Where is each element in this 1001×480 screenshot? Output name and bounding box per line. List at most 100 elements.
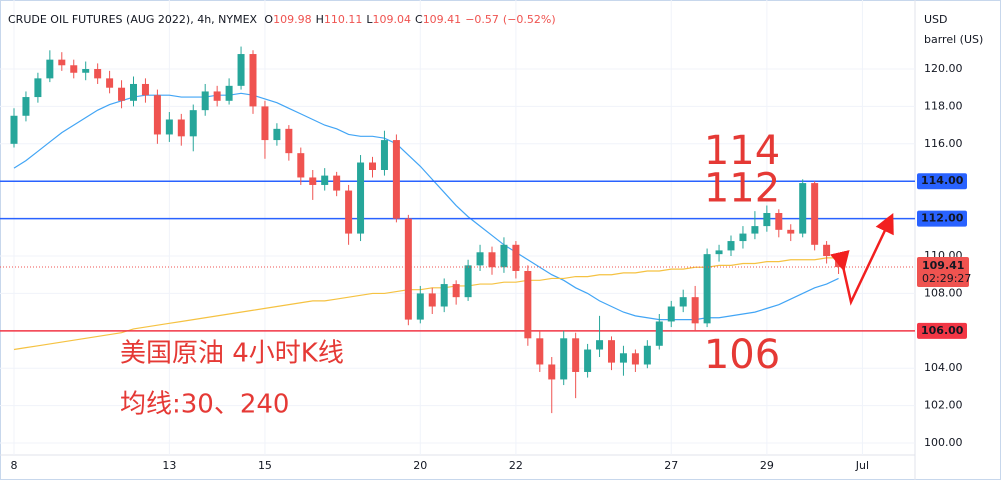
candle-body <box>225 85 233 101</box>
legend-change: −0.57 <box>465 13 499 26</box>
y-unit: barrel (US) <box>924 33 983 46</box>
arrow <box>830 212 894 306</box>
candle-body <box>333 175 341 191</box>
legend-key: C <box>415 13 423 26</box>
candle-body <box>201 91 209 111</box>
candle-body <box>524 270 532 339</box>
last-price-tag <box>917 257 969 288</box>
candle-body <box>703 254 711 324</box>
candle-body <box>428 293 436 307</box>
level-annotation: 106 <box>704 332 780 378</box>
candle-body <box>727 241 735 251</box>
candle-body <box>799 183 807 234</box>
candle-body <box>440 284 448 307</box>
candle-body <box>739 233 747 242</box>
x-tick-label: 29 <box>760 459 774 472</box>
candle-body <box>46 59 54 79</box>
y-tick-label: 120.00 <box>924 62 963 75</box>
candle-body <box>464 265 472 298</box>
candle-body <box>751 226 759 234</box>
legend-value: 109.98 <box>273 13 312 26</box>
candle-body <box>106 78 114 88</box>
legend-key: H <box>316 13 324 26</box>
y-tick-label: 104.00 <box>924 361 963 374</box>
legend-value: 109.41 <box>423 13 462 26</box>
moving-average <box>13 257 839 351</box>
candle-body <box>404 218 412 320</box>
candle-body <box>679 297 687 307</box>
level-tag <box>917 322 967 339</box>
candle-body <box>249 54 257 107</box>
level-tag-label: 112.00 <box>921 212 964 225</box>
candle-body <box>452 284 460 298</box>
candle-body <box>631 353 639 365</box>
y-tick-label: 102.00 <box>924 399 963 412</box>
candle-body <box>667 306 675 322</box>
candle-body <box>118 87 126 101</box>
candle-body <box>261 106 269 141</box>
candle-body <box>488 252 496 268</box>
candle-body <box>584 349 592 372</box>
legend-value: 109.04 <box>373 13 412 26</box>
candle-body <box>500 244 508 268</box>
caption: 美国原油 4小时K线 <box>120 339 344 369</box>
candle-body <box>536 338 544 365</box>
candle-body <box>835 256 843 268</box>
level-tag-label: 114.00 <box>921 174 964 187</box>
candle-body <box>321 175 329 185</box>
candle-body <box>94 69 102 79</box>
candle-body <box>619 353 627 363</box>
candle-body <box>22 97 30 116</box>
candle-body <box>70 65 78 73</box>
candle-body <box>237 54 245 86</box>
candle-body <box>165 119 173 135</box>
candle-body <box>309 177 317 185</box>
y-tick-label: 118.00 <box>924 99 963 112</box>
candle-body <box>643 345 651 365</box>
candle-body <box>213 91 221 101</box>
x-tick-label: 8 <box>11 459 18 472</box>
candle-body <box>58 59 66 66</box>
legend-change-pct: (−0.52%) <box>503 13 556 26</box>
candle-body <box>345 190 353 234</box>
candle-body <box>572 338 580 372</box>
candle-body <box>512 244 520 271</box>
candle-body <box>82 69 90 73</box>
x-tick-label: Jul <box>855 459 869 472</box>
candle-body <box>608 340 615 363</box>
x-tick-label: 27 <box>664 459 678 472</box>
candle-body <box>189 110 197 137</box>
x-tick-label: 13 <box>162 459 176 472</box>
candle-body <box>596 340 604 350</box>
candle-body <box>787 229 795 234</box>
level-annotation: 114 <box>704 128 780 174</box>
plot <box>0 46 915 414</box>
candle-body <box>357 162 365 234</box>
level-tag <box>917 173 967 190</box>
y-tick-label: 108.00 <box>924 286 963 299</box>
candle-body <box>380 140 388 170</box>
legend-key: O <box>264 13 273 26</box>
legend-key: L <box>366 13 373 26</box>
candle-body <box>691 297 699 324</box>
candle-body <box>715 250 723 255</box>
candle-body <box>177 119 185 137</box>
candle-body <box>763 213 771 227</box>
x-tick-label: 20 <box>413 459 427 472</box>
y-tick-label: 100.00 <box>924 436 963 449</box>
x-tick-label: 15 <box>258 459 272 472</box>
candle-body <box>416 293 424 320</box>
candle-body <box>273 128 281 141</box>
x-tick-label: 22 <box>509 459 523 472</box>
candle-body <box>811 183 819 245</box>
candle-body <box>369 162 376 170</box>
level-tag-label: 106.00 <box>921 324 964 337</box>
countdown-label: 02:29:27 <box>922 272 971 285</box>
level-annotation: 112 <box>704 166 780 212</box>
legend-title: CRUDE OIL FUTURES (AUG 2022), 4h, NYMEX <box>8 13 258 26</box>
candle-body <box>34 78 42 98</box>
candle-body <box>10 115 18 144</box>
legend: CRUDE OIL FUTURES (AUG 2022), 4h, NYMEX O… <box>8 13 556 26</box>
y-tick-label: 116.00 <box>924 137 963 150</box>
